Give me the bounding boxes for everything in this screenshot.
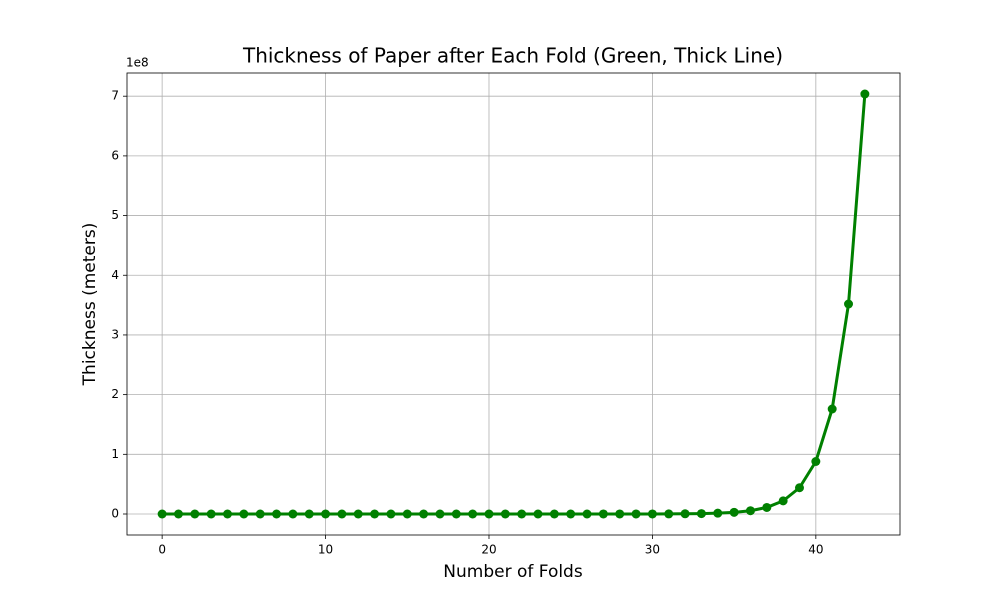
- data-point: [190, 509, 200, 519]
- data-point: [745, 506, 755, 516]
- data-point: [631, 509, 641, 519]
- data-point: [615, 509, 625, 519]
- data-point: [729, 507, 739, 517]
- data-line: [162, 93, 867, 516]
- data-point: [696, 509, 706, 519]
- data-point: [566, 509, 576, 519]
- data-point: [827, 404, 837, 414]
- data-point: [321, 509, 331, 519]
- data-point: [337, 509, 347, 519]
- y-tick-label: 3: [111, 327, 119, 341]
- data-point: [288, 509, 298, 519]
- data-point: [468, 509, 478, 519]
- data-point: [811, 457, 821, 466]
- data-point: [647, 509, 657, 519]
- data-point: [533, 509, 543, 519]
- x-tick-label: 40: [808, 543, 823, 557]
- data-point: [794, 483, 804, 493]
- data-point: [435, 509, 445, 519]
- y-tick-label: 5: [111, 208, 119, 222]
- data-point: [255, 509, 265, 519]
- data-point: [680, 509, 690, 519]
- chart-title: Thickness of Paper after Each Fold (Gree…: [242, 44, 783, 68]
- x-tick-label: 0: [158, 543, 166, 557]
- data-point: [713, 508, 723, 518]
- plot-frame: [126, 72, 901, 536]
- data-point: [173, 509, 183, 519]
- data-point: [239, 509, 249, 519]
- y-tick-label: 0: [111, 507, 119, 521]
- data-point: [272, 509, 282, 519]
- data-point: [206, 509, 216, 519]
- data-point: [844, 299, 854, 309]
- data-point: [451, 509, 461, 519]
- data-point: [353, 509, 363, 519]
- y-axis-label: Thickness (meters): [80, 223, 100, 387]
- data-point: [402, 509, 412, 519]
- data-point: [484, 509, 494, 519]
- data-point: [386, 509, 396, 519]
- data-point: [778, 496, 788, 506]
- y-tick-label: 6: [111, 148, 119, 162]
- data-point: [304, 509, 314, 519]
- x-tick-label: 20: [481, 543, 496, 557]
- data-point: [370, 509, 380, 519]
- data-point: [860, 89, 870, 99]
- data-point: [223, 509, 233, 519]
- y-tick-label: 2: [111, 387, 119, 401]
- x-axis-label: Number of Folds: [443, 562, 583, 582]
- data-point: [419, 509, 429, 519]
- data-point: [762, 502, 772, 512]
- y-tick-label: 1: [111, 447, 119, 461]
- data-point: [549, 509, 559, 519]
- y-tick-label: 7: [111, 89, 119, 103]
- data-point: [517, 509, 527, 519]
- data-point: [598, 509, 608, 519]
- y-tick-label: 4: [111, 268, 119, 282]
- data-point: [582, 509, 592, 519]
- data-point: [664, 509, 674, 519]
- data-point: [157, 509, 167, 519]
- y-offset-label: 1e8: [126, 56, 149, 70]
- x-tick-label: 10: [318, 543, 333, 557]
- x-tick-label: 30: [645, 543, 660, 557]
- data-point: [500, 509, 510, 519]
